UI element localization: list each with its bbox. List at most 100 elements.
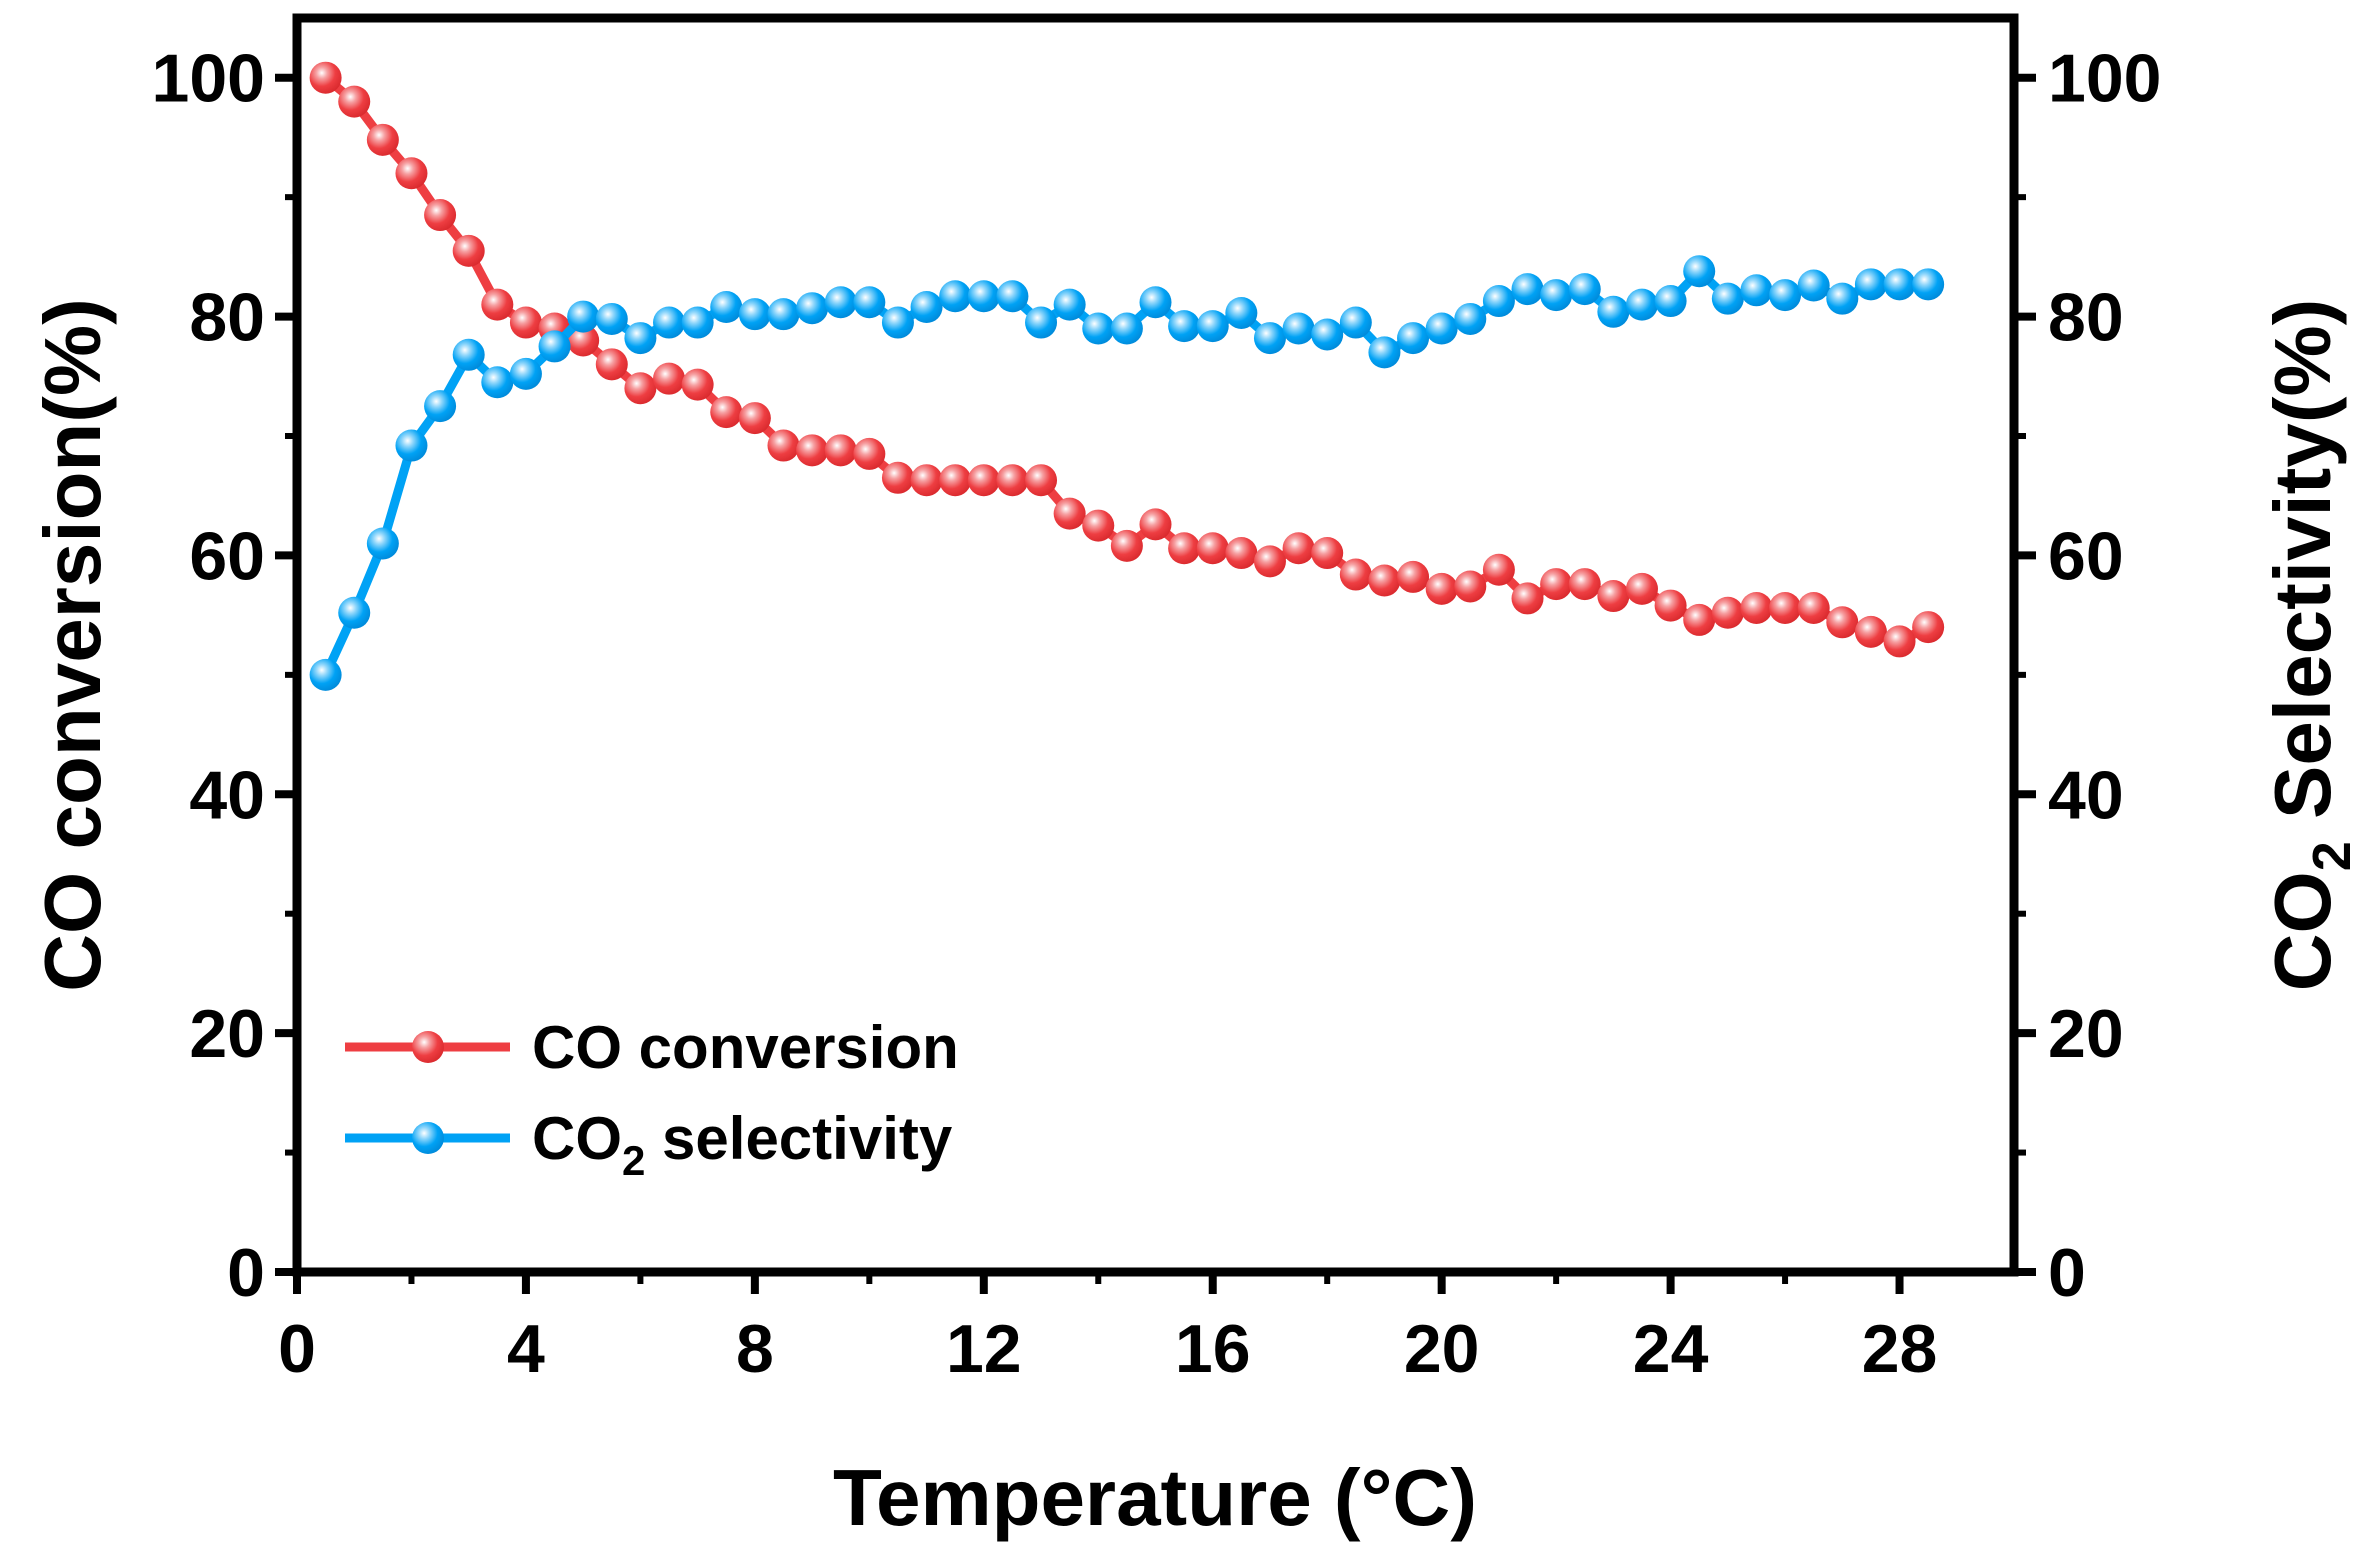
data-point xyxy=(1082,509,1115,542)
data-point xyxy=(1797,591,1830,624)
data-point xyxy=(366,123,399,156)
data-point xyxy=(309,658,342,691)
y-right-tick-label: 80 xyxy=(2048,280,2124,356)
y-right-tick-label: 40 xyxy=(2048,757,2124,833)
data-point xyxy=(424,199,457,232)
data-point xyxy=(1769,279,1802,312)
data-point xyxy=(1168,310,1201,343)
data-point xyxy=(338,596,371,629)
data-point xyxy=(1311,318,1344,351)
data-point xyxy=(1139,286,1172,319)
data-point xyxy=(1225,296,1258,329)
data-point xyxy=(796,292,829,325)
data-point xyxy=(595,348,628,381)
data-point xyxy=(424,390,457,423)
y-left-tick-label: 40 xyxy=(189,757,265,833)
data-point xyxy=(1368,564,1401,597)
data-point xyxy=(1282,312,1315,345)
data-point xyxy=(567,300,600,333)
data-point xyxy=(1511,582,1544,615)
data-point xyxy=(1339,306,1372,339)
svg-text:CO2 selectivity: CO2 selectivity xyxy=(532,1105,953,1184)
data-point xyxy=(1711,596,1744,629)
data-point xyxy=(1253,545,1286,578)
data-point xyxy=(1110,529,1143,562)
plot-frame xyxy=(292,13,2019,1277)
data-point xyxy=(996,280,1029,313)
data-point xyxy=(1425,312,1458,345)
y-right-tick-label: 60 xyxy=(2048,518,2124,594)
data-point xyxy=(1854,268,1887,301)
data-point xyxy=(796,434,829,467)
data-point xyxy=(1053,497,1086,530)
data-point xyxy=(1769,591,1802,624)
data-point xyxy=(1454,302,1487,335)
data-point xyxy=(1053,288,1086,321)
data-point xyxy=(1482,553,1515,586)
data-point xyxy=(1196,310,1229,343)
data-point xyxy=(595,302,628,335)
svg-text:CO conversion: CO conversion xyxy=(532,1014,959,1081)
data-point xyxy=(939,464,972,497)
y-axis-left-title: CO conversion(%) xyxy=(28,298,117,991)
legend: CO conversion CO2 selectivity xyxy=(345,1014,959,1184)
data-point xyxy=(653,362,686,395)
data-point xyxy=(1912,268,1945,301)
data-point xyxy=(738,298,771,331)
data-point xyxy=(452,234,485,267)
data-point xyxy=(395,157,428,190)
data-point xyxy=(1883,625,1916,658)
data-point xyxy=(1368,336,1401,369)
data-point xyxy=(1168,532,1201,565)
data-point xyxy=(538,330,571,363)
data-point xyxy=(1854,615,1887,648)
data-point xyxy=(366,527,399,560)
data-point xyxy=(1625,572,1658,605)
data-point xyxy=(939,280,972,313)
data-point xyxy=(1139,508,1172,541)
legend-item-co2-selectivity: CO2 selectivity xyxy=(345,1105,953,1184)
data-point xyxy=(1711,282,1744,315)
data-point xyxy=(881,461,914,494)
data-point xyxy=(1597,295,1630,328)
data-point xyxy=(1683,603,1716,636)
data-point xyxy=(681,306,714,339)
data-point xyxy=(996,464,1029,497)
legend-item-co-conversion: CO conversion xyxy=(345,1014,959,1081)
data-point xyxy=(509,306,542,339)
data-point xyxy=(910,464,943,497)
y-left-tick-label: 60 xyxy=(189,518,265,594)
data-point xyxy=(710,291,743,324)
data-point xyxy=(481,366,514,399)
y-right-tick-label: 20 xyxy=(2048,996,2124,1072)
data-point xyxy=(338,85,371,118)
data-point xyxy=(509,357,542,390)
data-point xyxy=(309,61,342,94)
data-point xyxy=(767,298,800,331)
data-point xyxy=(710,396,743,429)
x-axis-title: Temperature (°C) xyxy=(833,1453,1477,1542)
data-point xyxy=(738,402,771,435)
y-axis-right-title: CO2 Selectivity(%) xyxy=(2258,299,2362,991)
data-point xyxy=(967,464,1000,497)
y-left-tick-label: 80 xyxy=(189,280,265,356)
x-tick-label: 4 xyxy=(507,1311,545,1387)
data-point xyxy=(1339,558,1372,591)
data-point xyxy=(1311,537,1344,570)
data-point xyxy=(767,429,800,462)
data-point xyxy=(1454,570,1487,603)
x-tick-label: 20 xyxy=(1404,1311,1480,1387)
data-point xyxy=(395,429,428,462)
x-tick-label: 8 xyxy=(736,1311,774,1387)
data-point xyxy=(1282,532,1315,565)
x-tick-label: 0 xyxy=(278,1311,316,1387)
x-tick-label: 24 xyxy=(1633,1311,1709,1387)
data-point xyxy=(1540,568,1573,601)
series-co2-selectivity xyxy=(309,255,1945,691)
x-tick-label: 12 xyxy=(946,1311,1022,1387)
data-point xyxy=(1425,572,1458,605)
data-point xyxy=(1740,591,1773,624)
data-point xyxy=(881,306,914,339)
data-point xyxy=(1625,288,1658,321)
